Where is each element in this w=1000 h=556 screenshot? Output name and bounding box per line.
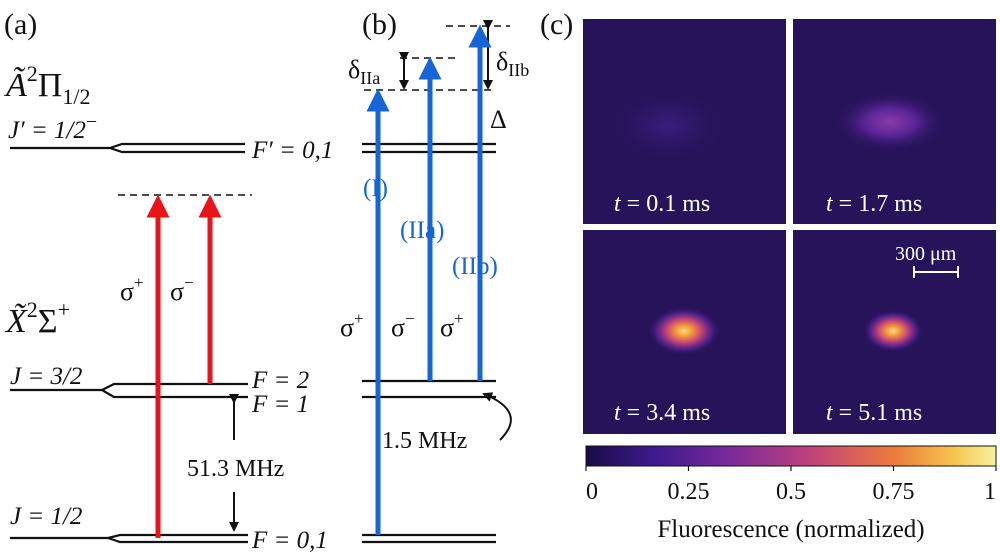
pol-b-IIb: σ+ — [440, 309, 464, 342]
transition-IIb-label: (IIb) — [452, 253, 498, 280]
panel-b-label: (b) — [362, 8, 397, 41]
snapshot-4: t = 5.1 ms 300 μm — [793, 230, 996, 434]
transition-IIa-label: (IIa) — [400, 217, 444, 244]
snapshot-3-time: t = 3.4 ms — [614, 400, 710, 426]
colorbar-tick-label: 0.25 — [668, 479, 710, 505]
transition-I-label: (I) — [363, 175, 388, 202]
ground-upper-lines-b — [362, 379, 496, 399]
panel-b: (b) δIIa δIIb Δ — [340, 8, 529, 544]
detuning-delta-label: Δ — [490, 105, 507, 134]
scale-bar-label: 300 μm — [895, 243, 957, 265]
colorbar-tick-label: 0 — [586, 479, 598, 505]
snapshot-2: t = 1.7 ms — [793, 19, 996, 224]
panel-a-label: (a) — [4, 8, 37, 41]
snapshot-2-spot — [834, 92, 946, 152]
colorbar-ticks: 0 0.25 0.5 0.75 1 — [585, 466, 997, 505]
colorbar-tick-label: 1 — [984, 479, 996, 505]
detuning-IIa-label: δIIa — [348, 55, 380, 88]
pol-a-sigma-minus: σ− — [170, 273, 194, 306]
snapshot-4-time: t = 5.1 ms — [826, 400, 922, 426]
ground-upper-j-label: J = 3/2 — [10, 363, 82, 390]
excited-f-label: F′ = 0,1 — [251, 137, 333, 164]
colorbar-label: Fluorescence (normalized) — [657, 516, 924, 543]
panel-c-label: (c) — [540, 8, 573, 41]
panel-a: (a) Ã2Π1/2 J′ = 1/2− F′ = 0,1 X̃2Σ+ J = … — [4, 8, 333, 554]
snapshot-4-spot — [863, 310, 923, 352]
ground-lower-lines-b — [362, 533, 496, 544]
detuning-IIb-label: δIIb — [496, 47, 529, 80]
pol-b-IIa: σ− — [391, 309, 415, 342]
ground-f1-label: F = 1 — [251, 391, 309, 418]
snapshot-3: t = 3.4 ms — [583, 230, 786, 434]
ground-state-label: X̃2Σ+ — [4, 297, 70, 340]
splitting-b-arrow — [482, 392, 512, 441]
excited-j-label: J′ = 1/2− — [8, 111, 97, 144]
ground-lower-j-label: J = 1/2 — [10, 503, 82, 530]
snapshot-1: t = 0.1 ms — [583, 19, 786, 224]
colorbar-tick-label: 0.75 — [873, 479, 915, 505]
scale-bar — [913, 266, 959, 278]
snapshot-1-time: t = 0.1 ms — [614, 191, 710, 217]
colorbar-tick-label: 0.5 — [776, 479, 806, 505]
splitting-a-label: 51.3 MHz — [187, 456, 284, 482]
pol-b-I: σ+ — [340, 309, 364, 342]
pol-a-sigma-plus: σ+ — [120, 273, 144, 306]
snapshot-2-time: t = 1.7 ms — [826, 191, 922, 217]
ground-lower-level-lines — [10, 533, 248, 544]
ground-f2-label: F = 2 — [251, 367, 309, 394]
colorbar — [585, 445, 997, 467]
snapshot-3-spot — [648, 307, 720, 355]
ground-upper-level-lines — [10, 382, 248, 399]
snapshot-1-spot — [608, 90, 728, 162]
ground-lower-f-label: F = 0,1 — [251, 527, 328, 554]
excited-level-lines — [10, 142, 245, 154]
panel-c: (c) t = 0.1 ms t = 1.7 ms t = 3.4 ms t =… — [540, 8, 997, 543]
splitting-b-label: 1.5 MHz — [382, 428, 467, 454]
excited-state-label: Ã2Π1/2 — [4, 61, 90, 109]
